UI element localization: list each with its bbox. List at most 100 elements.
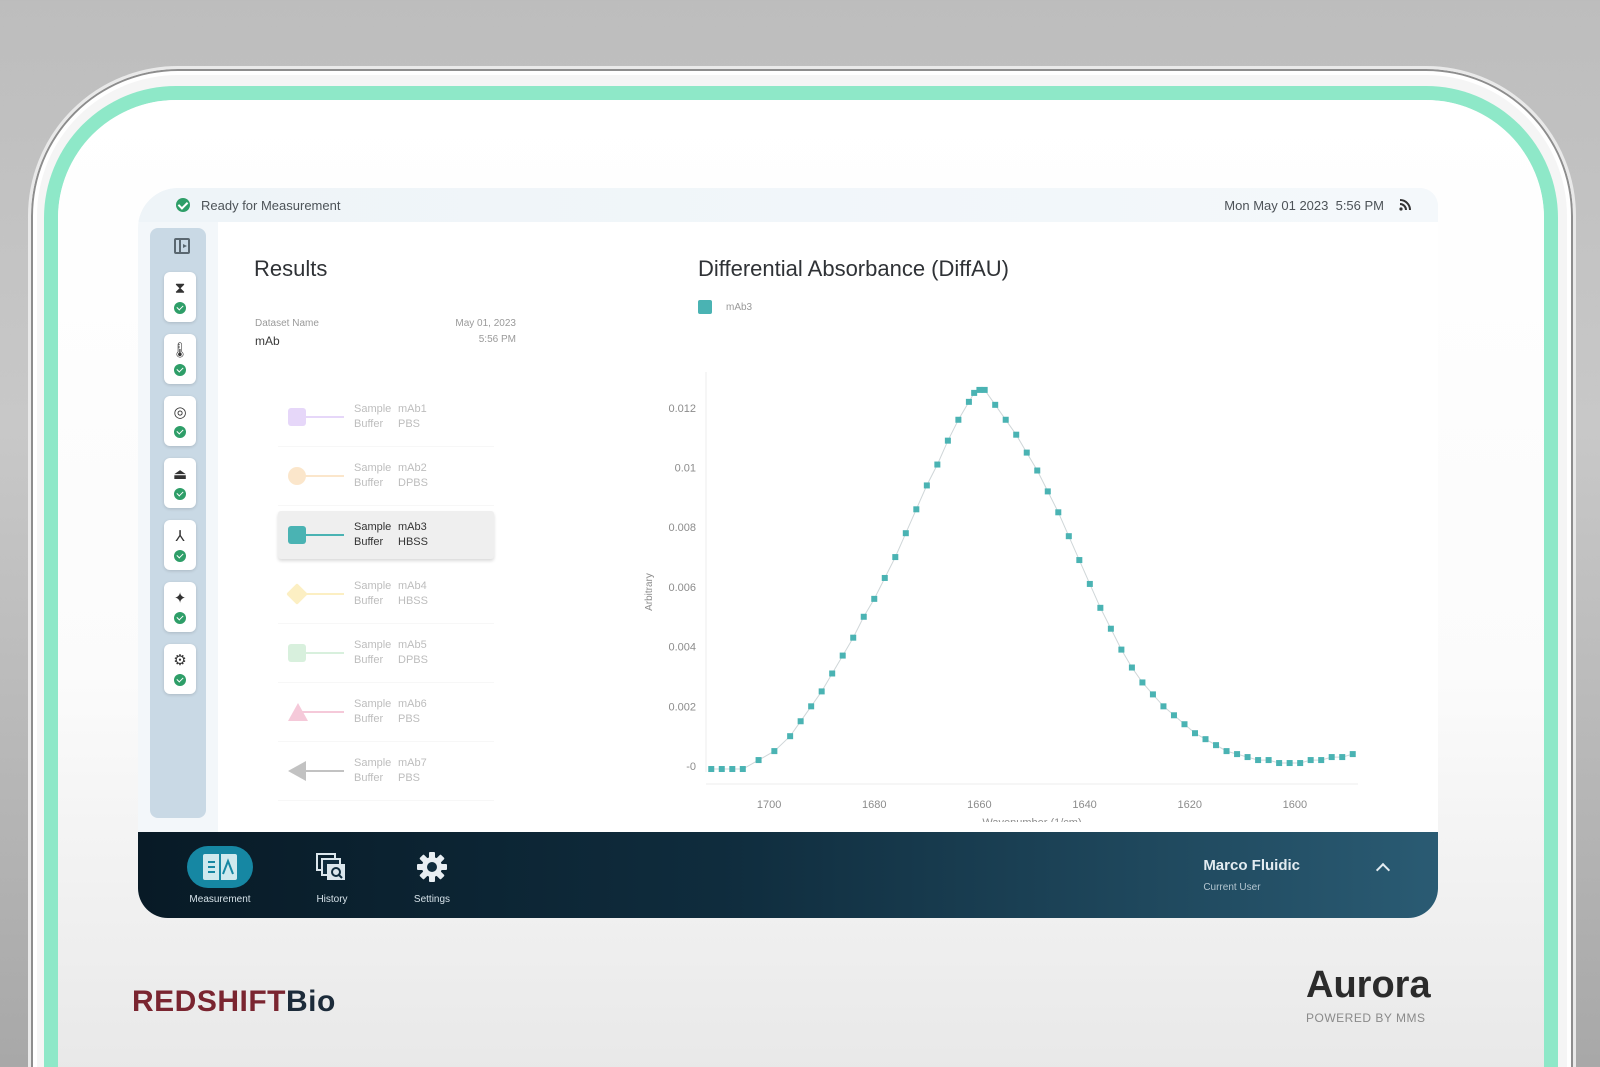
workflow-step-button[interactable]: ⏏ [164, 458, 196, 508]
data-point [1013, 431, 1020, 438]
data-point [1339, 754, 1346, 761]
data-point [1286, 760, 1293, 767]
data-point [1244, 754, 1251, 761]
marker-line [300, 770, 344, 772]
data-point [1160, 703, 1167, 710]
workflow-step-button[interactable]: ✦ [164, 582, 196, 632]
data-point [860, 613, 867, 620]
diamond-marker-icon [286, 583, 308, 605]
y-tick-label: 0.01 [675, 463, 696, 475]
dataset-name-label: Dataset Name [255, 318, 319, 329]
sample-marker [286, 525, 348, 545]
chevron-up-icon[interactable] [1375, 862, 1391, 878]
data-point [1192, 730, 1198, 737]
data-point [787, 733, 794, 740]
data-point [1055, 509, 1062, 516]
sample-label: Sample [354, 403, 392, 415]
data-point [718, 766, 725, 773]
sample-list-item[interactable]: Sample mAb1 Buffer PBS [278, 388, 494, 447]
user-name: Marco Fluidic [1203, 857, 1300, 874]
y-tick-label: 0.004 [668, 642, 696, 654]
x-tick-label: 1600 [1283, 799, 1307, 811]
redshiftbio-logo: REDSHIFTBio [132, 985, 336, 1019]
data-point [1149, 691, 1156, 698]
y-tick-label: 0.002 [668, 701, 696, 713]
data-point [1223, 748, 1230, 755]
buffer-label: Buffer [354, 654, 384, 666]
sample-list-item[interactable]: Sample mAb7 Buffer PBS [278, 742, 494, 801]
buffer-name: DPBS [398, 654, 428, 666]
data-point [1076, 557, 1083, 564]
measurement-icon [187, 845, 253, 888]
data-point [1086, 580, 1093, 587]
touch-screen: Ready for Measurement Mon May 01 2023 5:… [138, 188, 1438, 918]
nav-measurement[interactable]: Measurement [170, 845, 270, 905]
history-icon [299, 846, 365, 888]
data-point [839, 652, 846, 659]
data-point [944, 437, 951, 444]
sample-list-item[interactable]: Sample mAb4 Buffer HBSS [278, 565, 494, 624]
sample-list-item[interactable]: Sample mAb6 Buffer PBS [278, 683, 494, 742]
bottom-navigation: Measurement History Settings Marco Fluid… [138, 832, 1438, 918]
data-point [976, 386, 983, 393]
workflow-step-button[interactable]: ⧗ [164, 272, 196, 322]
data-point [1097, 604, 1104, 611]
brand-powered-by: POWERED BY MMS [1306, 1011, 1426, 1025]
aurora-logo: Aurora POWERED BY MMS [1306, 964, 1431, 1025]
marker-line [300, 652, 344, 654]
sample-name: mAb7 [398, 757, 427, 769]
data-point [923, 482, 930, 489]
x-tick-label: 1700 [757, 799, 781, 811]
sample-name: mAb5 [398, 639, 427, 651]
data-point [1255, 757, 1262, 764]
workflow-step-button[interactable]: ⅄ [164, 520, 196, 570]
flask-icon: ⏏ [172, 465, 188, 483]
data-point [981, 386, 988, 393]
workflow-step-button[interactable]: 🌡 [164, 334, 196, 384]
step-complete-icon [174, 425, 186, 438]
network-signal-icon [1398, 198, 1412, 212]
antibody-icon: ⅄ [175, 527, 185, 545]
square-marker-icon [288, 408, 306, 426]
data-point [1044, 488, 1051, 495]
data-point [955, 416, 962, 423]
sample-info: Sample mAb2 Buffer DPBS [354, 461, 428, 491]
sample-info: Sample mAb7 Buffer PBS [354, 756, 427, 786]
device-light-ring [44, 86, 1558, 1067]
x-tick-label: 1620 [1177, 799, 1201, 811]
x-tick-label: 1680 [862, 799, 886, 811]
sample-name: mAb2 [398, 462, 427, 474]
data-point [1318, 757, 1325, 764]
buffer-name: DPBS [398, 477, 428, 489]
legend-swatch [698, 300, 712, 314]
workflow-step-button[interactable]: ◎ [164, 396, 196, 446]
nav-settings[interactable]: Settings [382, 846, 482, 905]
sample-name: mAb1 [398, 403, 427, 415]
data-point [739, 766, 746, 773]
data-point [1349, 751, 1356, 758]
sparkle-icon: ✦ [173, 589, 187, 607]
sample-info: Sample mAb4 Buffer HBSS [354, 579, 428, 609]
sample-list-item[interactable]: Sample mAb5 Buffer DPBS [278, 624, 494, 683]
sample-label: Sample [354, 580, 392, 592]
sample-list-item[interactable]: Sample mAb3 Buffer HBSS [278, 511, 494, 559]
user-menu[interactable]: Marco Fluidic Current User [1203, 857, 1391, 893]
sample-list-item[interactable]: Sample mAb2 Buffer DPBS [278, 447, 494, 506]
panel-toggle-icon[interactable] [174, 238, 190, 254]
data-point [1170, 712, 1177, 719]
data-point [892, 554, 899, 561]
brand-aurora: Aurora [1306, 964, 1431, 1006]
buffer-label: Buffer [354, 772, 384, 784]
results-content: Results Dataset Name mAb May 01, 2023 5:… [218, 222, 1438, 832]
workflow-step-button[interactable]: ⚙ [164, 644, 196, 694]
data-point [1202, 736, 1209, 743]
nav-history[interactable]: History [282, 846, 382, 905]
sample-marker [286, 643, 348, 663]
data-point [1234, 751, 1241, 758]
data-point [1128, 664, 1135, 671]
y-axis-label: Arbitrary [644, 573, 655, 611]
sample-info: Sample mAb6 Buffer PBS [354, 697, 427, 727]
data-point [934, 461, 941, 468]
y-tick-label: 0.012 [668, 403, 696, 415]
data-point [808, 703, 815, 710]
